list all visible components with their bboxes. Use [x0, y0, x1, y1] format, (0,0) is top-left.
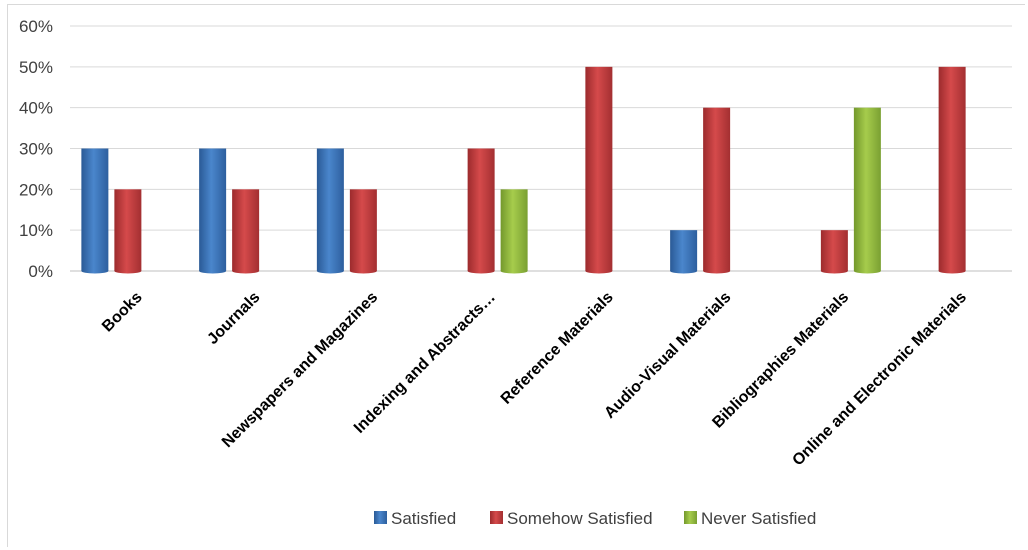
legend-label: Never Satisfied: [701, 509, 816, 528]
y-tick-label: 50%: [19, 58, 53, 77]
y-axis-ticks: 0% 10% 20% 30% 40% 50% 60%: [19, 17, 53, 281]
bar-base: [670, 268, 698, 274]
bar-somehow-satisfied: [232, 189, 260, 271]
bar-base: [853, 268, 881, 274]
bar-somehow-satisfied: [703, 107, 731, 272]
bar-base: [316, 268, 344, 274]
legend-swatch: [684, 511, 697, 524]
bar-somehow-satisfied: [820, 230, 848, 271]
bar-somehow-satisfied: [938, 66, 966, 271]
y-tick-label: 20%: [19, 180, 53, 199]
y-tick-label: 60%: [19, 17, 53, 36]
bar-never-satisfied: [853, 107, 881, 272]
bar-somehow-satisfied: [585, 66, 613, 271]
bar-somehow-satisfied: [467, 148, 495, 271]
y-tick-label: 30%: [19, 140, 53, 159]
legend: Satisfied Somehow Satisfied Never Satisfie…: [374, 509, 816, 528]
bar-never-satisfied: [500, 189, 528, 271]
legend-swatch: [374, 511, 387, 524]
legend-swatch: [490, 511, 503, 524]
bar-satisfied: [199, 148, 227, 271]
x-category-label: Bibliographies Materials: [709, 289, 852, 432]
bar-somehow-satisfied: [114, 189, 142, 271]
bar-base: [199, 268, 227, 274]
bar-base: [820, 268, 848, 274]
bar-base: [703, 268, 731, 274]
bars: [81, 66, 966, 274]
bar-base: [467, 268, 495, 274]
bar-somehow-satisfied: [349, 189, 377, 271]
x-category-label: Indexing and Abstracts…: [351, 289, 499, 437]
bar-satisfied: [670, 230, 698, 271]
x-category-label: Books: [99, 289, 146, 336]
y-tick-label: 0%: [28, 262, 53, 281]
bar-satisfied: [316, 148, 344, 271]
legend-label: Satisfied: [391, 509, 456, 528]
bar-base: [81, 268, 109, 274]
legend-label: Somehow Satisfied: [507, 509, 653, 528]
bar-base: [500, 268, 528, 274]
x-category-label: Reference Materials: [498, 289, 617, 408]
bar-base: [232, 268, 260, 274]
bar-base: [114, 268, 142, 274]
bar-base: [585, 268, 613, 274]
bar-base: [349, 268, 377, 274]
x-category-label: Audio-Visual Materials: [601, 289, 734, 422]
y-tick-label: 40%: [19, 99, 53, 118]
bar-base: [938, 268, 966, 274]
bar-satisfied: [81, 148, 109, 271]
y-tick-label: 10%: [19, 221, 53, 240]
x-category-label: Journals: [204, 289, 263, 348]
chart-frame: [7, 4, 1025, 547]
